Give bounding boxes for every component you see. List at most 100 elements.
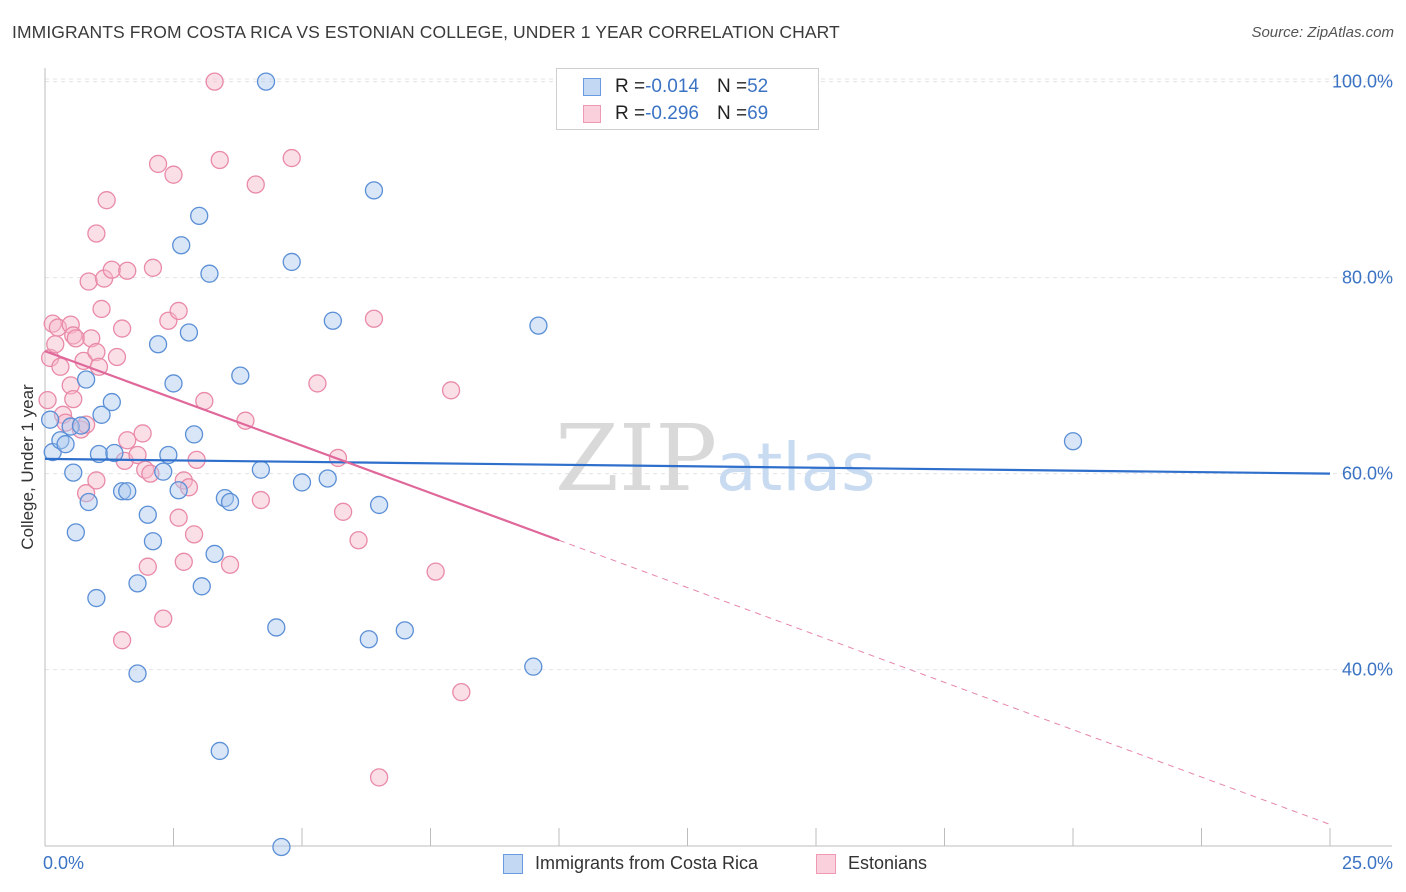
costa-rica-point [210, 741, 229, 761]
legend-n-value: 52 [747, 76, 769, 97]
estonians-point [179, 478, 199, 497]
legend-r-label: R = [615, 103, 646, 124]
estonians-point [148, 154, 168, 174]
watermark-zip: ZIP [555, 405, 717, 512]
estonians-point [251, 490, 271, 510]
estonians-point [87, 471, 106, 490]
costa-rica-point [92, 405, 111, 424]
estonians-point [154, 609, 173, 628]
y-tick-labels: 100.0% 80.0% 60.0% 40.0% [1332, 72, 1393, 680]
costa-rica-point [105, 443, 124, 463]
costa-rica-trend-line [44, 457, 1331, 475]
series-swatch-blue [503, 853, 523, 874]
series-name-estonians: Estonians [848, 853, 928, 873]
legend-r-label: R = [615, 76, 646, 97]
costa-rica-point [138, 505, 157, 524]
costa-rica-point [128, 574, 147, 593]
costa-rica-point [231, 366, 250, 385]
costa-rica-point [76, 370, 96, 389]
x-tick-label-max: 25.0% [1342, 853, 1393, 873]
estonians-point [133, 424, 152, 443]
costa-rica-point [164, 374, 183, 393]
estonians-point [426, 562, 445, 581]
costa-rica-point [1063, 432, 1083, 451]
costa-rica-point [192, 577, 211, 596]
x-tick-label-min: 0.0% [43, 853, 84, 873]
estonians-point [174, 552, 193, 571]
estonians-point [112, 319, 132, 338]
costa-rica-point [56, 435, 75, 454]
legend-n-label: N = [716, 76, 748, 97]
estonians-point [164, 165, 183, 184]
estonians-point [210, 150, 229, 170]
estonians-point [51, 357, 70, 376]
costa-rica-point [154, 462, 173, 481]
series-swatch-pink [816, 853, 836, 874]
estonians-point [246, 175, 265, 194]
estonians-point [452, 682, 471, 702]
costa-rica-point [323, 311, 342, 330]
costa-rica-points [40, 72, 1083, 857]
estonians-point [87, 224, 106, 243]
costa-rica-point [292, 473, 312, 492]
estonians-point [138, 557, 157, 576]
costa-rica-point [79, 492, 98, 512]
estonians-point [82, 329, 101, 348]
estonians-point [92, 299, 111, 319]
chart-source: Source: ZipAtlas.com [1251, 24, 1394, 41]
legend-swatch-pink [583, 105, 601, 123]
costa-rica-point [256, 72, 276, 91]
estonians-point [118, 431, 137, 450]
estonians-point [64, 389, 83, 409]
estonians-point [308, 374, 327, 393]
costa-rica-point [102, 392, 121, 412]
estonians-point [107, 347, 127, 367]
estonians-point [333, 502, 353, 521]
estonians-point [112, 631, 132, 650]
estonians-trend-line [44, 350, 560, 542]
costa-rica-point [89, 444, 109, 464]
costa-rica-point [172, 236, 191, 255]
costa-rica-point [369, 495, 389, 515]
estonians-point [102, 260, 121, 279]
y-tick-label: 80.0% [1342, 268, 1393, 288]
estonians-point [441, 381, 461, 400]
series-legend-estonians: Estonians [816, 853, 927, 874]
estonians-point [61, 315, 80, 334]
estonians-trend-extension [558, 539, 1331, 825]
costa-rica-point [112, 482, 132, 501]
costa-rica-point [220, 492, 240, 512]
series-name-costa-rica: Immigrants from Costa Rica [535, 853, 759, 873]
costa-rica-point [205, 544, 224, 564]
costa-rica-point [184, 425, 204, 444]
estonians-point [87, 342, 106, 362]
costa-rica-point [267, 618, 286, 637]
legend-r-value: -0.014 [645, 76, 699, 97]
costa-rica-point [148, 335, 168, 354]
estonians-point [118, 261, 137, 280]
estonians-point [64, 326, 83, 345]
costa-rica-point [128, 664, 147, 683]
costa-rica-point [251, 460, 271, 479]
estonians-point [205, 72, 224, 91]
costa-rica-point [40, 410, 60, 429]
estonians-points [38, 72, 471, 787]
estonians-point [71, 420, 91, 439]
chart-title: IMMIGRANTS FROM COSTA RICA VS ESTONIAN C… [12, 22, 840, 42]
estonians-point [282, 148, 301, 168]
costa-rica-point [364, 181, 384, 200]
estonians-point [220, 555, 240, 574]
costa-rica-point [71, 416, 91, 435]
estonians-point [369, 768, 389, 787]
trend-lines [44, 350, 1331, 825]
costa-rica-point [118, 482, 137, 501]
costa-rica-point [87, 588, 106, 608]
legend-n-value: 69 [747, 103, 769, 124]
y-tick-label: 40.0% [1342, 660, 1393, 680]
estonians-point [169, 508, 188, 527]
costa-rica-point [66, 523, 85, 542]
costa-rica-point [524, 657, 543, 676]
costa-rica-point [282, 252, 301, 272]
legend-n-label: N = [716, 103, 748, 124]
y-tick-label: 100.0% [1332, 72, 1393, 92]
